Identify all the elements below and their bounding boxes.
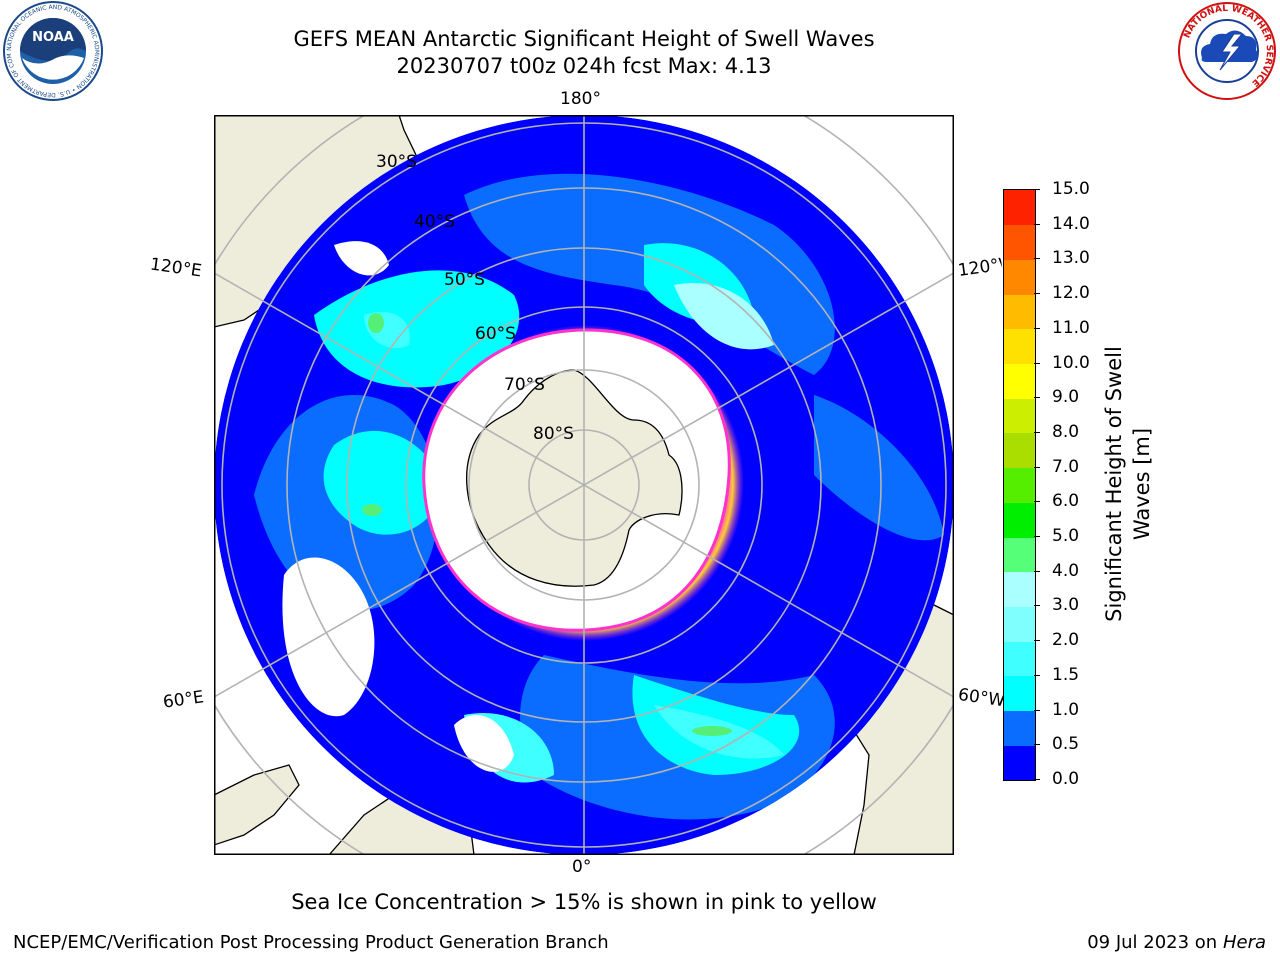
colorbar-segment [1004,467,1035,503]
lat-label-30s: 30°S [376,152,417,172]
colorbar [1003,189,1036,781]
colorbar-segment [1004,675,1035,712]
lat-label-40s: 40°S [414,212,455,232]
lat-label-60s: 60°S [475,324,516,344]
graticule [214,115,954,855]
colorbar-tick-label: 4.0 [1052,560,1080,581]
colorbar-tick [1034,570,1040,572]
colorbar-tick [1034,327,1040,329]
colorbar-tick [1034,466,1040,468]
colorbar-segment [1004,294,1035,330]
colorbar-segment [1004,432,1035,469]
colorbar-tick [1034,189,1040,190]
colorbar-tick-label: 1.5 [1052,664,1080,685]
colorbar-tick [1034,709,1040,711]
colorbar-tick [1034,674,1040,676]
colorbar-tick [1034,362,1040,364]
lon-label-60w: 60°W [956,684,1006,712]
lon-label-0: 0° [572,857,592,877]
sea-ice-caption: Sea Ice Concentration > 15% is shown in … [291,890,877,914]
colorbar-title: Significant Height of Swell Waves [m] [1102,346,1154,622]
colorbar-segment [1004,641,1035,677]
colorbar-tick-label: 3.0 [1052,595,1080,616]
footer-credit: NCEP/EMC/Verification Post Processing Pr… [13,932,609,953]
colorbar-tick-label: 15.0 [1052,179,1090,199]
land-madagascar [214,764,300,846]
colorbar-segment [1004,363,1035,399]
colorbar-segment [1004,606,1035,642]
footer-system: Hera [1222,932,1266,953]
colorbar-tick-label: 2.0 [1052,630,1080,651]
land-antarctica [466,369,683,587]
colorbar-tick-label: 0.5 [1052,734,1080,755]
colorbar-tick-label: 1.0 [1052,699,1080,720]
footer-date: 09 Jul 2023 on Hera [1087,932,1266,953]
colorbar-tick-label: 13.0 [1052,248,1090,269]
colorbar-segment [1004,224,1035,260]
nws-logo: NATIONAL WEATHER SERVICE [1178,2,1276,100]
colorbar-tick-label: 5.0 [1052,526,1080,547]
colorbar-segment [1004,745,1035,781]
colorbar-tick [1034,536,1040,538]
polar-map [214,115,954,855]
noaa-logo: NATIONAL OCEANIC AND ATMOSPHERIC ADMINIS… [2,0,103,101]
colorbar-tick [1034,744,1040,746]
lat-label-50s: 50°S [444,270,485,290]
lat-label-70s: 70°S [504,375,545,395]
colorbar-tick [1034,258,1040,260]
colorbar-tick-label: 12.0 [1052,283,1090,304]
colorbar-tick [1034,431,1040,433]
colorbar-tick-label: 0.0 [1052,769,1080,789]
colorbar-segment [1004,710,1035,746]
colorbar-tick [1034,605,1040,607]
colorbar-segment [1004,328,1035,365]
colorbar-segment [1004,259,1035,295]
lon-label-120e: 120°E [148,254,203,282]
lon-label-180: 180° [560,89,601,109]
colorbar-segment [1004,571,1035,607]
colorbar-tick [1034,501,1040,503]
colorbar-tick [1034,293,1040,295]
colorbar-segment [1004,398,1035,434]
lon-label-120w: 120°W [956,255,1004,281]
colorbar-tick-label: 9.0 [1052,387,1080,408]
colorbar-tick [1034,397,1040,399]
colorbar-tick-label: 10.0 [1052,352,1090,373]
colorbar-tick-label: 7.0 [1052,456,1080,477]
map-subtitle: 20230707 t00z 024h fcst Max: 4.13 [396,54,772,78]
colorbar-tick-label: 14.0 [1052,213,1090,234]
map-title: GEFS MEAN Antarctic Significant Height o… [293,27,875,51]
colorbar-tick-label: 6.0 [1052,491,1080,512]
noaa-logo-text: NOAA [32,30,74,45]
lon-label-60e: 60°E [161,687,206,713]
colorbar-tick-label: 8.0 [1052,421,1080,442]
colorbar-tick [1034,779,1040,780]
colorbar-segment [1004,190,1035,226]
colorbar-tick [1034,223,1040,225]
colorbar-tick [1034,640,1040,642]
colorbar-tick-label: 11.0 [1052,317,1090,338]
footer-date-text: 09 Jul 2023 on [1087,932,1223,953]
colorbar-segment [1004,502,1035,538]
lat-label-80s: 80°S [533,424,574,444]
colorbar-segment [1004,537,1035,573]
